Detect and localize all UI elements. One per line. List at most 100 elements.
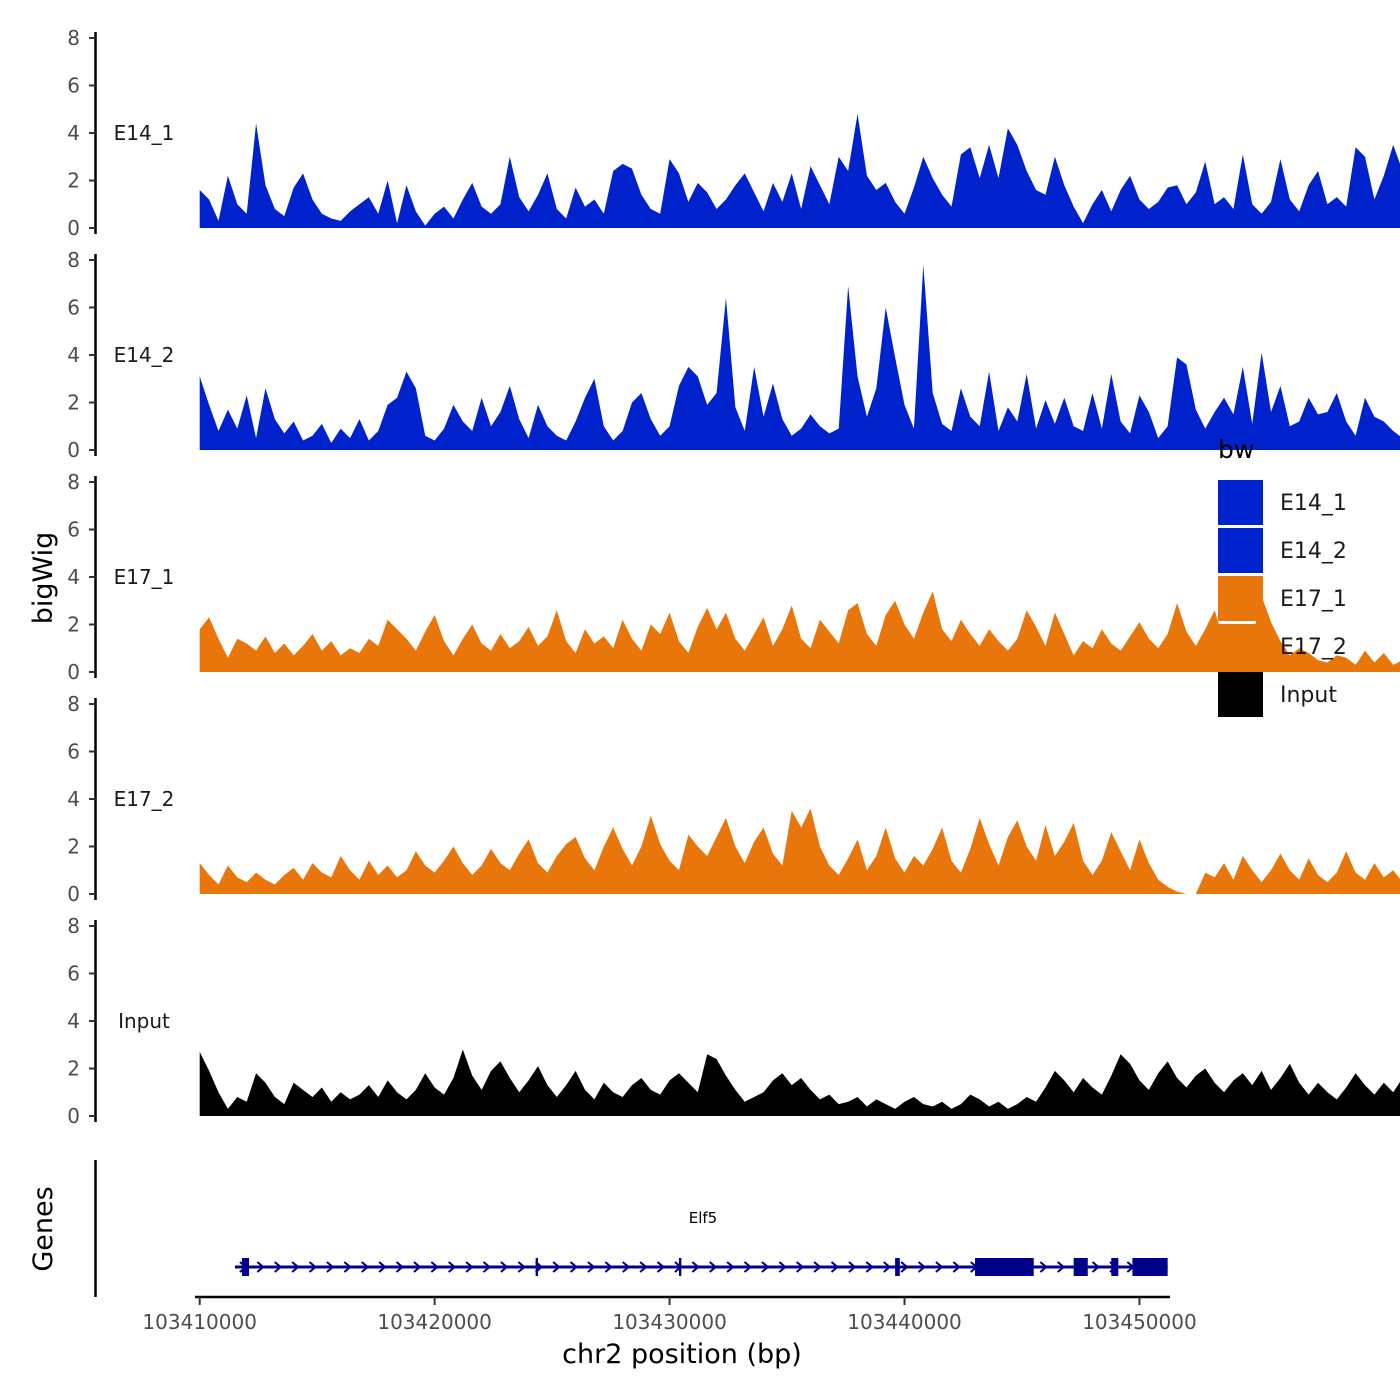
gene-exon — [1132, 1258, 1168, 1276]
track-e14-1: 0 2 4 6 8 E14_1 — [67, 26, 1400, 240]
y-tick-label: 8 — [67, 914, 80, 938]
strand-arrow — [778, 1261, 787, 1273]
legend-swatch-e17-2 — [1218, 624, 1263, 669]
track-label: Input — [118, 1009, 170, 1033]
gene-exon — [1111, 1258, 1119, 1276]
strand-arrow — [256, 1261, 265, 1273]
x-axis: 103410000 103420000 103430000 103440000 1034… — [142, 1295, 1197, 1334]
strand-arrow — [743, 1261, 753, 1273]
y-tick-label: 2 — [67, 835, 80, 859]
y-tick-label: 0 — [67, 882, 80, 906]
track-label: E14_2 — [114, 343, 175, 367]
y-tick-label: 8 — [67, 248, 80, 272]
strand-arrow — [517, 1261, 526, 1273]
strand-arrow — [465, 1261, 474, 1273]
x-tick-label: 103420000 — [377, 1310, 492, 1334]
x-tick-label: 103450000 — [1082, 1310, 1197, 1334]
y-tick-label: 6 — [67, 74, 80, 98]
strand-arrow — [656, 1261, 666, 1273]
track-label: E17_1 — [114, 565, 175, 589]
strand-arrow — [378, 1261, 387, 1273]
legend-label-e17-2: E17_2 — [1280, 635, 1347, 660]
strand-arrow — [796, 1261, 805, 1273]
strand-arrow — [343, 1261, 352, 1273]
legend: bw E14_1 E14_2 E17_1 E17_2 Input — [1218, 435, 1347, 717]
strand-arrow — [865, 1261, 874, 1273]
y-tick-label: 0 — [67, 438, 80, 462]
strand-arrow — [813, 1261, 822, 1273]
y-tick-label: 6 — [67, 962, 80, 986]
strand-arrow — [326, 1261, 335, 1273]
legend-label-e14-1: E14_1 — [1280, 491, 1347, 516]
strand-arrow — [274, 1261, 283, 1273]
strand-arrow — [587, 1261, 596, 1273]
strand-arrow — [361, 1261, 370, 1273]
track-e17-1: 0 2 4 6 8 E17_1 — [67, 470, 1400, 684]
gene-exon — [895, 1258, 900, 1276]
gene-exon — [1073, 1258, 1088, 1276]
legend-label-e17-1: E17_1 — [1280, 587, 1347, 612]
strand-arrow — [291, 1261, 300, 1273]
strand-arrow — [726, 1261, 735, 1273]
bigwig-tracks: 0 2 4 6 8 E14_1 0 2 4 6 8 E14_2 0 2 4 6 8 E17_1 0 2 4 6 8 E17_2… — [67, 26, 1400, 1128]
strand-arrow — [761, 1261, 770, 1273]
y-axis-title: bigWig — [28, 532, 59, 625]
area-e14-1 — [199, 114, 1400, 228]
y-tick-label: 4 — [67, 343, 80, 367]
y-tick-label: 4 — [67, 787, 80, 811]
gene-exon — [678, 1258, 682, 1276]
y-tick-label: 2 — [67, 613, 80, 637]
gene-exon — [975, 1258, 1034, 1276]
legend-title: bw — [1218, 435, 1254, 464]
genes-panel-title: Genes — [28, 1186, 59, 1271]
strand-arrow — [691, 1261, 700, 1273]
area-input — [199, 1049, 1400, 1116]
strand-arrow — [569, 1261, 579, 1273]
y-tick-label: 0 — [67, 216, 80, 240]
x-tick-label: 103430000 — [612, 1310, 727, 1334]
y-tick-label: 4 — [67, 565, 80, 589]
legend-swatch-e17-1 — [1218, 576, 1263, 621]
gene-exon — [241, 1258, 250, 1276]
genes-panel: Genes Elf5 — [28, 1160, 1168, 1297]
gene-label: Elf5 — [689, 1209, 717, 1227]
x-tick-label: 103440000 — [847, 1310, 962, 1334]
strand-arrow — [848, 1261, 857, 1273]
strand-arrow — [430, 1261, 439, 1273]
track-input: 0 2 4 6 8 Input — [67, 914, 1400, 1128]
y-tick-label: 0 — [67, 660, 80, 684]
strand-arrow — [935, 1261, 944, 1273]
strand-arrow — [552, 1261, 561, 1273]
legend-swatch-input — [1218, 672, 1263, 717]
area-e17-1 — [199, 591, 1400, 672]
x-tick-label: 103410000 — [142, 1310, 257, 1334]
legend-label-e14-2: E14_2 — [1280, 539, 1347, 564]
gene-exon — [535, 1258, 539, 1276]
strand-arrow — [448, 1261, 457, 1273]
area-e14-2 — [199, 264, 1400, 450]
y-tick-label: 2 — [67, 391, 80, 415]
y-tick-label: 6 — [67, 296, 80, 320]
y-tick-label: 6 — [67, 740, 80, 764]
x-axis-title: chr2 position (bp) — [562, 1339, 802, 1370]
track-label: E17_2 — [114, 787, 175, 811]
y-tick-label: 0 — [67, 1104, 80, 1128]
strand-arrow — [500, 1261, 509, 1273]
y-tick-label: 8 — [67, 26, 80, 50]
y-tick-label: 6 — [67, 518, 80, 542]
legend-swatch-e14-1 — [1218, 480, 1263, 525]
strand-arrow — [639, 1261, 648, 1273]
strand-arrow — [709, 1261, 718, 1273]
track-e17-2: 0 2 4 6 8 E17_2 — [67, 692, 1400, 906]
strand-arrow — [413, 1261, 422, 1273]
y-tick-label: 4 — [67, 1009, 80, 1033]
y-tick-label: 4 — [67, 121, 80, 145]
strand-arrow — [900, 1261, 909, 1273]
strand-arrow — [1057, 1261, 1066, 1273]
gene-elf5: Elf5 — [234, 1209, 1168, 1276]
track-label: E14_1 — [114, 121, 175, 145]
legend-label-input: Input — [1280, 683, 1337, 708]
strand-arrow — [952, 1261, 961, 1273]
y-tick-label: 2 — [67, 169, 80, 193]
